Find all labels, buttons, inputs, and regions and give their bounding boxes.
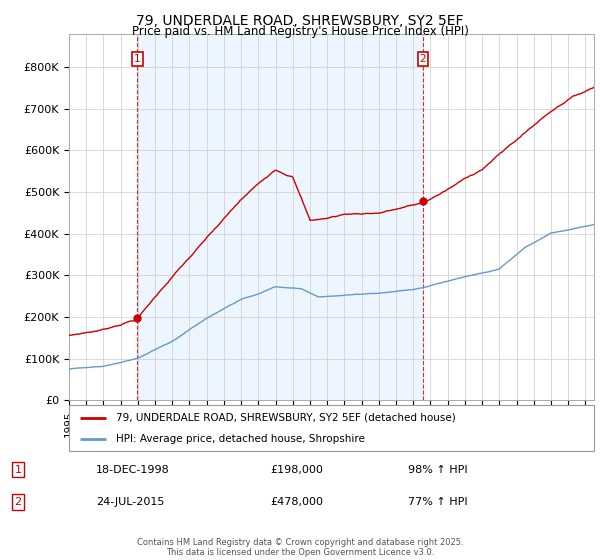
Bar	[137, 34, 423, 400]
Text: 98% ↑ HPI: 98% ↑ HPI	[408, 465, 467, 475]
Text: £478,000: £478,000	[270, 497, 323, 507]
Text: 24-JUL-2015: 24-JUL-2015	[96, 497, 164, 507]
Text: £198,000: £198,000	[270, 465, 323, 475]
Text: 18-DEC-1998: 18-DEC-1998	[96, 465, 170, 475]
Text: 2: 2	[419, 54, 426, 64]
Text: Contains HM Land Registry data © Crown copyright and database right 2025.
This d: Contains HM Land Registry data © Crown c…	[137, 538, 463, 557]
Text: HPI: Average price, detached house, Shropshire: HPI: Average price, detached house, Shro…	[116, 435, 365, 444]
Text: 1: 1	[134, 54, 140, 64]
Text: 79, UNDERDALE ROAD, SHREWSBURY, SY2 5EF (detached house): 79, UNDERDALE ROAD, SHREWSBURY, SY2 5EF …	[116, 413, 456, 423]
Text: 1: 1	[14, 465, 22, 475]
Text: 77% ↑ HPI: 77% ↑ HPI	[408, 497, 467, 507]
FancyBboxPatch shape	[69, 405, 594, 451]
Text: 79, UNDERDALE ROAD, SHREWSBURY, SY2 5EF: 79, UNDERDALE ROAD, SHREWSBURY, SY2 5EF	[136, 14, 464, 28]
Text: Price paid vs. HM Land Registry's House Price Index (HPI): Price paid vs. HM Land Registry's House …	[131, 25, 469, 38]
Text: 2: 2	[14, 497, 22, 507]
